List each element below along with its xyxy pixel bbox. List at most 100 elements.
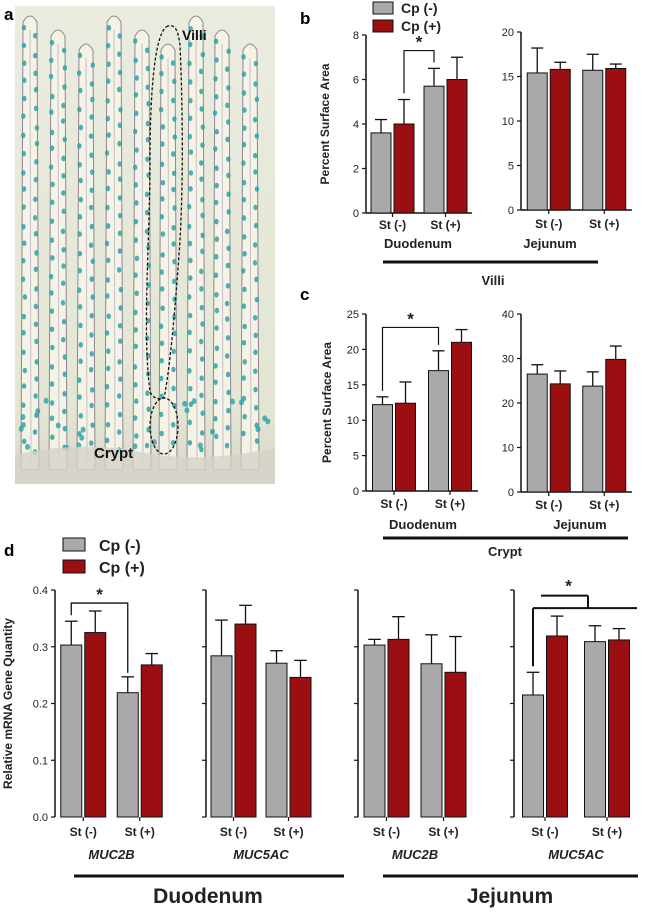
bar-cp-st xyxy=(582,385,604,493)
goblet-cell xyxy=(50,255,55,261)
goblet-cell xyxy=(78,413,84,419)
y-tick-label: 15 xyxy=(347,380,359,392)
goblet-cell xyxy=(22,77,27,84)
goblet-cell xyxy=(118,305,123,311)
chart-d-muc5ac-duodenum: St (-) St (+) MUC5AC xyxy=(202,589,312,862)
goblet-cell xyxy=(213,415,218,422)
goblet-cell xyxy=(21,223,26,230)
legend-swatch-cp-neg xyxy=(372,1,394,15)
bar-cp-st xyxy=(116,692,139,818)
villus-core xyxy=(141,43,144,461)
goblet-cell xyxy=(117,122,123,129)
goblet-cell xyxy=(49,109,54,115)
goblet-cell xyxy=(224,353,230,359)
goblet-cell xyxy=(21,60,27,67)
goblet-cell xyxy=(199,430,205,436)
goblet-cell xyxy=(134,75,139,81)
goblet-cell xyxy=(133,57,138,64)
crypt-goblet-cell xyxy=(25,443,31,450)
goblet-cell xyxy=(21,257,26,264)
goblet-cell xyxy=(214,325,219,331)
goblet-cell xyxy=(61,102,66,109)
goblet-cell xyxy=(106,25,112,31)
goblet-cell xyxy=(106,257,111,264)
goblet-cell xyxy=(116,267,122,273)
goblet-cell xyxy=(145,120,151,127)
goblet-cell xyxy=(32,214,38,221)
goblet-cell xyxy=(77,250,83,257)
group-label-b-duodenum: Duodenum xyxy=(384,236,452,251)
goblet-cell xyxy=(242,107,247,113)
goblet-cell xyxy=(89,276,94,282)
goblet-cell xyxy=(21,150,27,157)
goblet-cell xyxy=(254,438,260,444)
goblet-cell xyxy=(78,124,84,131)
goblet-cell xyxy=(160,124,166,130)
bar-cp-st xyxy=(451,341,472,492)
goblet-cell xyxy=(225,371,231,378)
goblet-cell xyxy=(78,322,83,329)
goblet-cell xyxy=(78,358,83,365)
goblet-cell xyxy=(188,186,193,192)
goblet-cell xyxy=(213,379,218,385)
panel-d-letter: d xyxy=(4,541,14,560)
submucosa-band xyxy=(15,446,275,484)
goblet-cell xyxy=(241,90,247,96)
villus-core xyxy=(85,57,88,461)
goblet-cell xyxy=(159,357,164,364)
goblet-cell xyxy=(33,266,39,273)
goblet-cell xyxy=(214,182,219,189)
goblet-cell xyxy=(187,115,193,122)
goblet-cell xyxy=(60,280,66,287)
goblet-cell xyxy=(21,402,26,408)
goblet-cell xyxy=(90,294,95,300)
goblet-cell xyxy=(77,106,82,113)
x-tick-label: St (-) xyxy=(380,497,407,511)
goblet-cell xyxy=(133,182,138,188)
goblet-cell xyxy=(241,430,246,437)
goblet-cell xyxy=(172,78,177,85)
goblet-cell xyxy=(199,392,204,399)
bar-cp-st xyxy=(549,68,571,211)
goblet-cell xyxy=(77,287,82,293)
goblet-cell xyxy=(225,102,230,109)
goblet-cell xyxy=(226,209,231,215)
y-tick-label: 20 xyxy=(347,344,359,356)
chart-b-duodenum: 0 2 4 6 8 St (-) St (+) Percent Surface Area * xyxy=(318,30,472,232)
goblet-cell xyxy=(132,364,138,370)
bar-cp-st xyxy=(420,663,443,818)
goblet-cell xyxy=(253,152,258,159)
goblet-cell xyxy=(159,213,164,220)
goblet-cell xyxy=(62,84,67,90)
goblet-cell xyxy=(226,191,231,198)
goblet-cell xyxy=(21,438,27,445)
goblet-cell xyxy=(187,368,192,374)
goblet-cell xyxy=(134,290,139,297)
bracket-label-b: Villi xyxy=(482,273,505,288)
goblet-cell xyxy=(224,228,230,235)
goblet-cell xyxy=(171,278,177,285)
goblet-cell xyxy=(76,70,82,76)
goblet-cell xyxy=(187,439,193,446)
goblet-cell xyxy=(160,305,165,312)
goblet-cell xyxy=(77,377,82,383)
goblet-cell xyxy=(199,33,205,40)
goblet-cell xyxy=(242,286,247,293)
goblet-cell xyxy=(22,95,27,102)
goblet-cell xyxy=(89,81,95,87)
bar-cp-st xyxy=(428,370,449,492)
chart-d-muc2b-duodenum: 0.0 0.1 0.2 0.3 0.4 St (-) St (+) Relative mRNA… xyxy=(1,585,163,862)
chart-d-muc5ac-jejunum: St (-) St (+) MUC5AC xyxy=(510,589,630,862)
goblet-cell xyxy=(225,335,231,341)
goblet-cell xyxy=(33,70,38,77)
goblet-cell xyxy=(105,97,110,104)
goblet-cell xyxy=(62,371,67,378)
goblet-cell xyxy=(134,255,140,262)
goblet-cell xyxy=(188,385,193,392)
goblet-cell xyxy=(214,345,220,352)
goblet-cell xyxy=(145,47,150,54)
goblet-cell xyxy=(146,282,152,288)
goblet-cell xyxy=(226,245,231,252)
goblet-cell xyxy=(32,429,38,435)
y-tick-label: 6 xyxy=(353,75,359,87)
